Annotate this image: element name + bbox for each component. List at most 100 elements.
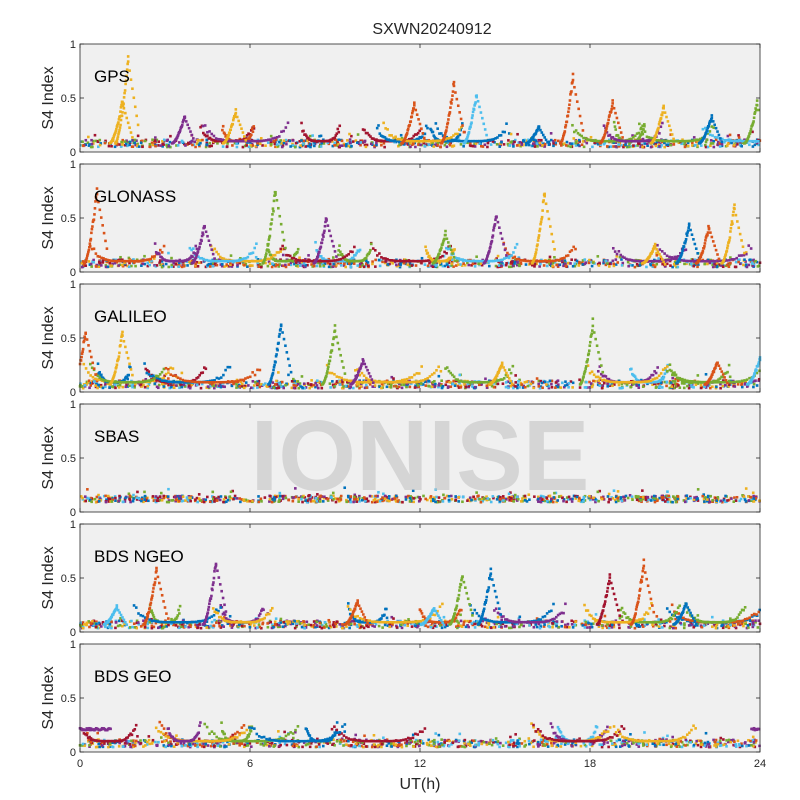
data-point [521, 386, 525, 389]
data-point [682, 245, 686, 248]
data-point [298, 145, 302, 149]
data-point [581, 259, 585, 262]
data-point [129, 131, 133, 134]
data-point [367, 380, 370, 384]
data-point [671, 257, 675, 260]
data-point [658, 132, 661, 135]
data-point [258, 142, 262, 146]
data-point [711, 263, 714, 267]
data-point [265, 252, 268, 255]
data-point [501, 130, 505, 134]
data-point [328, 259, 332, 263]
data-point [625, 139, 628, 143]
data-point [155, 264, 159, 267]
data-point [236, 139, 240, 143]
data-point [751, 264, 755, 268]
data-point [97, 145, 100, 149]
data-point [537, 234, 541, 237]
data-point [131, 87, 134, 91]
data-point [403, 137, 407, 140]
data-point [671, 371, 675, 375]
data-point [477, 262, 480, 266]
data-point [147, 258, 151, 261]
data-point [696, 145, 699, 149]
data-point [94, 384, 97, 387]
data-point [673, 255, 677, 259]
data-point [426, 139, 429, 143]
data-point [192, 378, 195, 382]
data-point [638, 142, 641, 146]
data-point [621, 261, 625, 265]
data-point [550, 382, 553, 386]
data-point [104, 239, 107, 243]
data-point [605, 124, 609, 128]
data-point [466, 135, 469, 139]
data-point [357, 250, 361, 253]
data-point [276, 145, 280, 148]
data-point [101, 224, 104, 227]
data-point [431, 383, 435, 387]
data-point [252, 127, 256, 130]
data-point [536, 243, 539, 246]
data-point [446, 385, 450, 388]
data-point [414, 384, 417, 388]
data-point [636, 259, 639, 263]
data-point [396, 380, 399, 383]
data-point [410, 137, 414, 140]
data-point [438, 261, 442, 265]
data-point [458, 381, 461, 385]
data-point [439, 262, 443, 266]
data-point [523, 381, 527, 384]
data-point [275, 198, 279, 202]
data-point [86, 141, 90, 144]
data-point [657, 257, 660, 260]
data-point [563, 384, 567, 387]
data-point [459, 384, 463, 388]
data-point [659, 139, 662, 142]
data-point [598, 382, 602, 386]
data-point [567, 107, 571, 110]
data-point [426, 259, 430, 262]
data-point [206, 134, 209, 138]
data-point [119, 259, 122, 263]
data-point [706, 132, 710, 135]
data-point [146, 368, 149, 372]
data-point [596, 255, 600, 258]
y-tick-label: 0 [70, 147, 76, 159]
data-point [250, 259, 253, 263]
data-point [472, 259, 475, 263]
data-point [493, 259, 497, 263]
data-point [241, 145, 245, 149]
data-point [703, 385, 706, 389]
data-point [464, 385, 468, 389]
data-point [709, 139, 713, 142]
data-point [567, 110, 570, 114]
data-point [575, 100, 579, 103]
data-point [452, 255, 456, 259]
data-point [563, 259, 567, 262]
data-point [749, 127, 753, 131]
data-point [270, 256, 273, 259]
data-point [217, 377, 221, 380]
data-point [617, 143, 620, 146]
data-point [248, 252, 251, 256]
data-point [670, 381, 673, 384]
data-point [275, 386, 279, 390]
data-point [479, 259, 483, 263]
data-point [645, 135, 649, 139]
data-point [444, 141, 448, 144]
data-point [620, 144, 623, 147]
data-point [388, 385, 391, 389]
data-point [302, 259, 305, 263]
data-point [219, 259, 222, 263]
data-point [211, 138, 215, 142]
data-point [649, 263, 653, 267]
data-point [681, 139, 685, 143]
data-point [662, 260, 665, 264]
data-point [89, 374, 92, 377]
data-point [219, 139, 223, 143]
data-point [84, 258, 88, 262]
data-point [376, 254, 379, 257]
data-point [160, 265, 164, 269]
data-point [256, 380, 259, 383]
